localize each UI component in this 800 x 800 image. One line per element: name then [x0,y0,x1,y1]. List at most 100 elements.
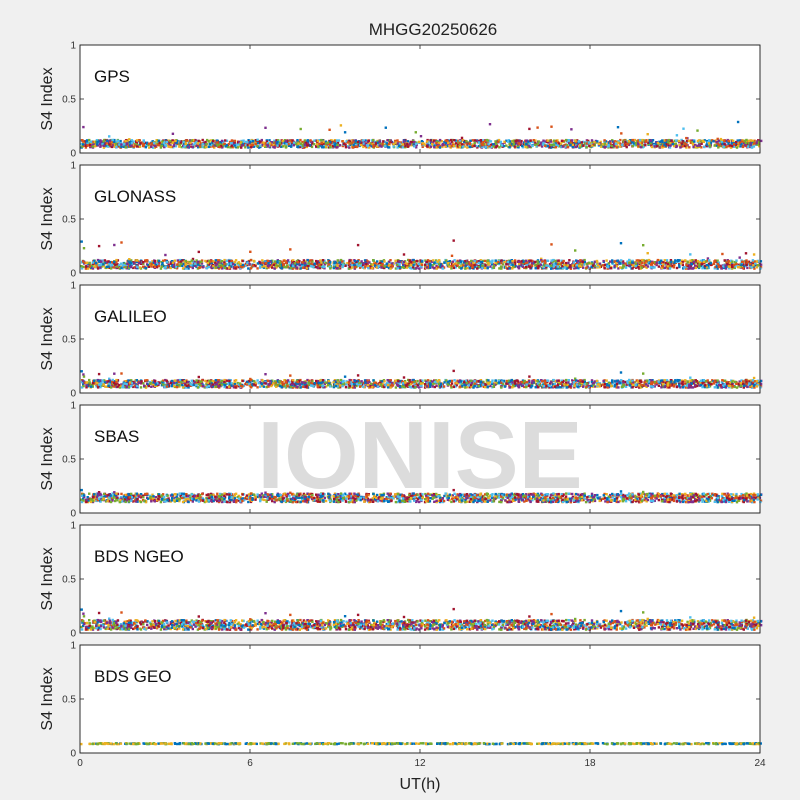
data-point [396,261,399,265]
data-point [372,139,375,142]
data-point [685,146,688,149]
data-point [186,146,190,149]
data-point [238,140,241,144]
data-point [651,139,654,142]
data-point [196,142,199,145]
data-point [248,142,251,145]
data-point [324,261,328,265]
data-point [99,145,102,148]
data-point [348,265,351,269]
data-point [99,266,102,269]
data-point [637,139,640,142]
data-point [641,264,644,268]
data-point [341,260,344,263]
data-point [481,145,484,149]
data-point [752,253,756,256]
data-point [753,142,756,145]
data-point [223,143,226,147]
data-point [694,266,698,270]
data-point [103,143,107,146]
data-point [534,260,537,264]
data-point [740,142,743,146]
data-point [95,261,98,265]
data-point [459,144,462,147]
data-point [114,266,117,269]
data-point [392,145,395,148]
data-point [631,141,634,144]
data-point [265,265,268,268]
data-point [506,140,510,143]
data-point [569,266,573,269]
data-point [113,138,116,142]
data-point [747,144,751,147]
data-point [717,261,720,264]
data-point [556,141,560,144]
data-point [202,141,206,144]
data-point [564,266,567,269]
data-point [352,144,355,147]
data-point [259,144,262,147]
data-point [221,267,224,270]
data-point [650,263,654,266]
data-point [171,261,175,264]
data-point [273,260,277,263]
data-point [675,145,678,148]
data-point [649,266,653,269]
data-point [101,265,104,268]
data-point [203,386,206,389]
data-point [692,266,695,270]
data-point [707,142,711,145]
data-point [479,139,483,142]
data-point [405,265,408,268]
data-point [673,263,676,267]
data-point [405,266,409,269]
data-point [344,386,348,389]
data-point [543,265,546,269]
data-point [182,144,185,147]
data-point [407,264,411,267]
data-point [178,143,181,146]
data-point [200,260,203,264]
data-point [653,142,656,146]
data-point [91,267,95,270]
data-point [228,259,231,263]
data-point [508,142,511,146]
data-point [568,266,571,269]
data-point [142,139,145,142]
data-point [725,261,728,264]
data-point [411,266,415,269]
data-point [316,261,319,264]
data-point [362,145,365,149]
data-point [610,267,613,270]
data-point [601,264,605,267]
data-point [664,262,668,265]
data-point [103,139,106,142]
data-point [734,262,738,266]
data-point [653,385,656,388]
data-point [230,259,234,263]
data-point [298,264,301,267]
data-point [716,267,719,270]
data-point [318,139,321,142]
data-point [410,143,413,146]
data-point [685,263,688,267]
data-point [128,258,131,261]
data-point [517,262,521,266]
data-point [649,139,653,142]
data-point [565,267,568,270]
data-point [433,379,436,382]
data-point [463,145,466,148]
data-point [611,139,614,142]
data-point [634,262,638,265]
data-point [102,264,105,267]
data-point [617,267,620,270]
data-point [459,262,462,265]
data-point [323,267,326,270]
data-point [396,267,399,270]
data-point [160,265,164,268]
data-point [494,261,497,264]
data-point [110,145,114,149]
data-point [193,145,196,148]
data-point [358,266,362,269]
data-point [271,266,274,269]
